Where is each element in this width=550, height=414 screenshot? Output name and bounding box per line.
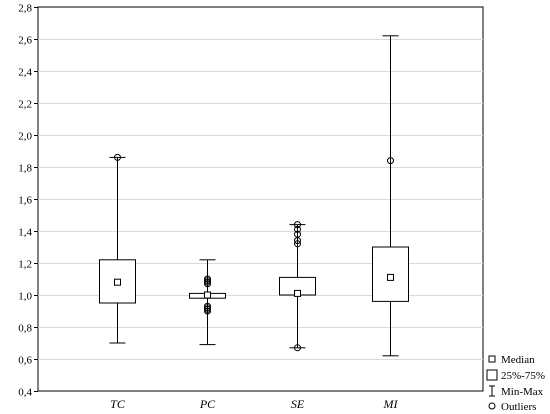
category-label: TC	[110, 397, 126, 411]
legend-median-icon	[488, 355, 496, 363]
category-label: PC	[199, 397, 216, 411]
outlier-point	[294, 225, 301, 233]
y-tick-label: 2,6	[18, 35, 32, 47]
median-marker	[387, 273, 394, 281]
legend-label: Outliers	[501, 401, 536, 413]
y-tick-label: 1,2	[18, 259, 32, 271]
category-label: MI	[383, 397, 399, 411]
median-marker	[294, 289, 301, 297]
outlier-point	[387, 157, 394, 165]
legend-label: 25%-75%	[501, 370, 545, 382]
legend-box-icon	[486, 369, 498, 381]
outlier-point	[294, 344, 301, 352]
category-label: SE	[291, 397, 305, 411]
outlier-point	[114, 153, 121, 161]
y-tick-label: 0,6	[18, 355, 32, 367]
outlier-point	[204, 280, 211, 288]
y-tick-label: 2,2	[18, 99, 32, 111]
y-tick-label: 2,8	[18, 3, 32, 15]
legend-label: Median	[501, 354, 535, 366]
outlier-point	[294, 240, 301, 248]
y-tick-label: 0,8	[18, 323, 32, 335]
median-marker	[204, 291, 211, 299]
y-tick-label: 1,0	[18, 291, 32, 303]
y-tick-label: 0,4	[18, 387, 32, 399]
outlier-point	[294, 221, 301, 229]
median-marker	[114, 278, 121, 286]
outlier-point	[204, 307, 211, 315]
y-tick-label: 2,4	[18, 67, 32, 79]
y-tick-label: 1,6	[18, 195, 32, 207]
legend-label: Min-Max	[501, 386, 544, 398]
outlier-point	[294, 237, 301, 245]
legend-outlier-icon	[488, 402, 496, 410]
y-tick-label: 2,0	[18, 131, 32, 143]
y-tick-label: 1,4	[18, 227, 32, 239]
y-tick-label: 1,8	[18, 163, 32, 175]
